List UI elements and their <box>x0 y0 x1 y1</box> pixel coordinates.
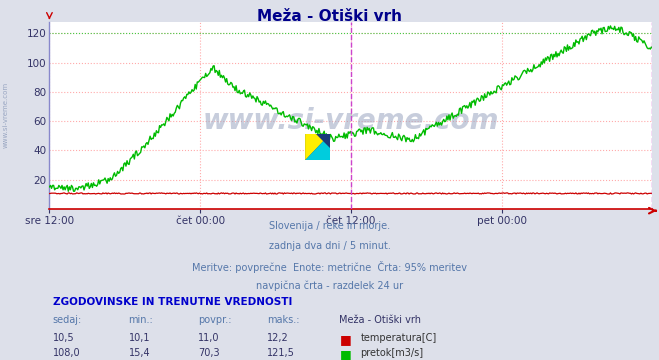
Text: min.:: min.: <box>129 315 154 325</box>
Text: ■: ■ <box>339 348 351 360</box>
Text: maks.:: maks.: <box>267 315 299 325</box>
Text: www.si-vreme.com: www.si-vreme.com <box>203 107 499 135</box>
Text: www.si-vreme.com: www.si-vreme.com <box>2 82 9 148</box>
Text: ZGODOVINSKE IN TRENUTNE VREDNOSTI: ZGODOVINSKE IN TRENUTNE VREDNOSTI <box>53 297 292 307</box>
Text: 121,5: 121,5 <box>267 348 295 359</box>
Text: Meritve: povprečne  Enote: metrične  Črta: 95% meritev: Meritve: povprečne Enote: metrične Črta:… <box>192 261 467 273</box>
Text: 10,1: 10,1 <box>129 333 150 343</box>
Text: 11,0: 11,0 <box>198 333 219 343</box>
Text: 12,2: 12,2 <box>267 333 289 343</box>
Polygon shape <box>305 134 330 160</box>
Text: povpr.:: povpr.: <box>198 315 231 325</box>
Text: sedaj:: sedaj: <box>53 315 82 325</box>
Text: pretok[m3/s]: pretok[m3/s] <box>360 348 424 359</box>
Text: 70,3: 70,3 <box>198 348 219 359</box>
Text: temperatura[C]: temperatura[C] <box>360 333 437 343</box>
Text: navpična črta - razdelek 24 ur: navpična črta - razdelek 24 ur <box>256 281 403 291</box>
Text: Slovenija / reke in morje.: Slovenija / reke in morje. <box>269 221 390 231</box>
Polygon shape <box>305 134 330 160</box>
Text: Meža - Otiški vrh: Meža - Otiški vrh <box>339 315 421 325</box>
Text: 108,0: 108,0 <box>53 348 80 359</box>
Text: 10,5: 10,5 <box>53 333 74 343</box>
Text: Meža - Otiški vrh: Meža - Otiški vrh <box>257 9 402 24</box>
Text: 15,4: 15,4 <box>129 348 150 359</box>
Text: ■: ■ <box>339 333 351 346</box>
Text: zadnja dva dni / 5 minut.: zadnja dva dni / 5 minut. <box>269 241 390 251</box>
Polygon shape <box>316 134 330 148</box>
